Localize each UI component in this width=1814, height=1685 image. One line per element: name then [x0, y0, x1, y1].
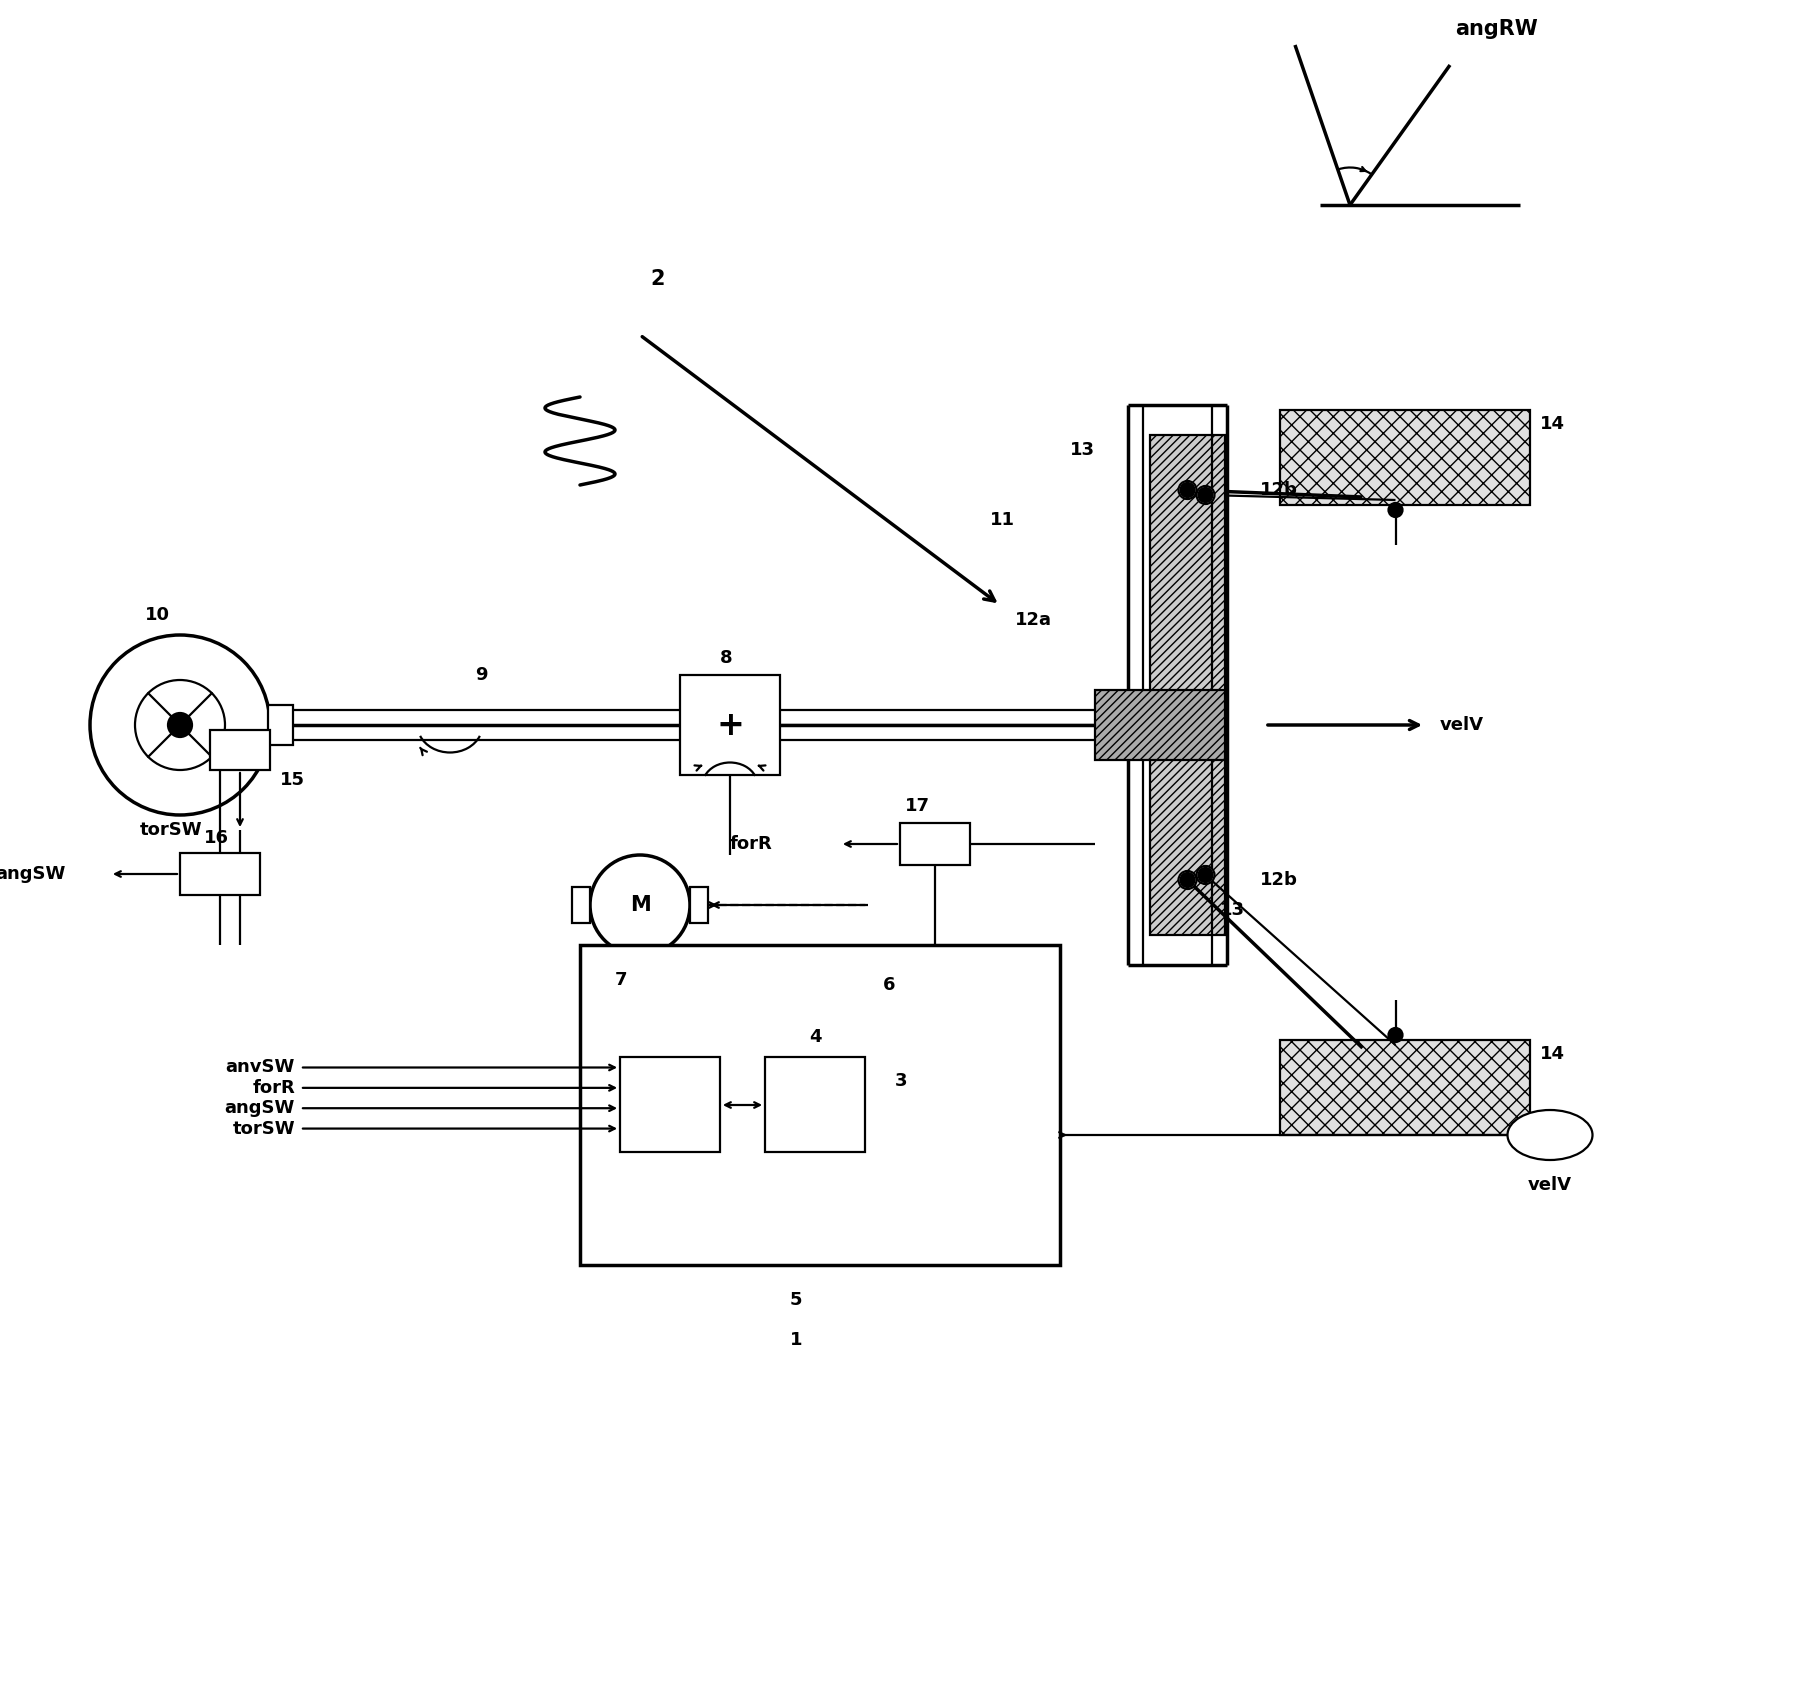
Text: forR: forR: [252, 1078, 296, 1097]
Text: M: M: [629, 895, 651, 915]
Text: 7: 7: [615, 971, 628, 989]
Bar: [210, 730, 270, 770]
Circle shape: [1181, 873, 1194, 886]
Bar: [268, 704, 294, 745]
Text: torSW: torSW: [140, 821, 203, 839]
Text: angSW: angSW: [225, 1099, 296, 1117]
Bar: [571, 886, 590, 923]
Bar: [1281, 1040, 1529, 1136]
Bar: [1096, 689, 1224, 760]
Bar: [180, 853, 259, 895]
Text: 15: 15: [279, 772, 305, 789]
Text: 16: 16: [203, 829, 229, 848]
Circle shape: [1199, 489, 1212, 502]
Bar: [580, 945, 1059, 1265]
Circle shape: [1199, 868, 1212, 881]
Text: velV: velV: [1440, 716, 1484, 735]
Text: 12b: 12b: [1261, 480, 1297, 499]
Circle shape: [590, 854, 689, 955]
Text: 13: 13: [1070, 441, 1096, 458]
Text: 1: 1: [789, 1331, 802, 1350]
Circle shape: [1179, 871, 1197, 890]
Circle shape: [1181, 484, 1194, 497]
Bar: [1150, 435, 1224, 935]
Bar: [620, 1058, 720, 1153]
Text: 11: 11: [990, 511, 1016, 529]
Text: angRW: angRW: [1455, 19, 1538, 39]
Text: forR: forR: [729, 836, 773, 853]
Text: 12b: 12b: [1261, 871, 1297, 890]
Bar: [900, 822, 970, 864]
Bar: [680, 676, 780, 775]
Circle shape: [91, 635, 270, 816]
Text: 13: 13: [1221, 901, 1244, 918]
Bar: [766, 1058, 865, 1153]
Ellipse shape: [1507, 1110, 1593, 1159]
Text: 10: 10: [145, 607, 171, 623]
Text: velV: velV: [1527, 1176, 1573, 1195]
Text: anvSW: anvSW: [225, 1058, 296, 1077]
Circle shape: [1197, 866, 1215, 885]
Text: 9: 9: [475, 666, 488, 684]
Bar: [689, 886, 707, 923]
Text: 3: 3: [894, 1072, 907, 1090]
Text: +: +: [717, 708, 744, 741]
Text: 4: 4: [809, 1028, 822, 1046]
Text: 14: 14: [1540, 1045, 1565, 1063]
Text: 5: 5: [789, 1291, 802, 1309]
Circle shape: [134, 681, 225, 770]
Text: 17: 17: [905, 797, 931, 816]
Circle shape: [1197, 485, 1215, 504]
Text: 14: 14: [1540, 415, 1565, 433]
Bar: [1281, 409, 1529, 506]
Text: 12a: 12a: [1016, 612, 1052, 629]
Text: 2: 2: [649, 270, 664, 290]
Circle shape: [1388, 1028, 1402, 1041]
Text: 8: 8: [720, 649, 733, 667]
Circle shape: [1388, 504, 1402, 517]
Text: angSW: angSW: [0, 864, 65, 883]
Text: 6: 6: [883, 976, 896, 994]
Circle shape: [169, 713, 192, 736]
Text: torSW: torSW: [232, 1119, 296, 1137]
Circle shape: [1179, 480, 1197, 499]
